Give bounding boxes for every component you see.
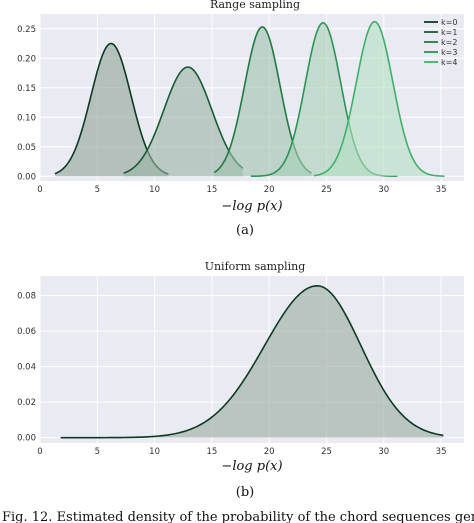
chart-a-xlabel: −log p(x) (221, 199, 282, 214)
chart-1-ytick-label: 0.08 (17, 292, 36, 302)
chart-a-series (54, 20, 445, 178)
chart-0-xtick-label: 35 (436, 185, 447, 195)
legend-label-k3: k=3 (441, 48, 457, 57)
chart-1-ytick-label: 0.00 (17, 434, 36, 444)
chart-0-xtick-label: 30 (378, 185, 389, 195)
chart-1-ytick-label: 0.06 (17, 327, 36, 337)
chart-1-xtick-label: 30 (378, 447, 389, 457)
caption-b: (b) (236, 485, 254, 500)
chart-b-title: Uniform sampling (205, 260, 306, 273)
chart-1-xtick-label: 25 (321, 447, 332, 457)
chart-1-series-0-area (60, 285, 444, 438)
chart-b-ticks: 0 5 10 15 20 25 30 35 0.00 0.02 0.04 0.06 0.08 (17, 292, 446, 457)
chart-1-xtick-label: 15 (206, 447, 217, 457)
chart-0-ytick-label: 0.10 (17, 113, 36, 123)
chart-1-ytick-label: 0.04 (17, 363, 36, 373)
chart-0-xtick-label: 15 (206, 185, 217, 195)
chart-0-series-1-line (123, 66, 244, 174)
chart-1-xtick-label: 5 (95, 447, 100, 457)
chart-0-xtick-label: 25 (321, 185, 332, 195)
chart-0-xtick-label: 10 (149, 185, 160, 195)
legend-label-k1: k=1 (441, 28, 457, 37)
caption-a: (a) (236, 223, 254, 238)
chart-b-series (60, 284, 444, 439)
chart-0-ytick-label: 0.05 (17, 143, 36, 153)
chart-0-xtick-label: 5 (95, 185, 100, 195)
chart-0-series-3-area (250, 22, 398, 177)
chart-0-ytick-label: 0.15 (17, 84, 36, 94)
chart-0-xtick-label: 20 (264, 185, 275, 195)
chart-0-xtick-label: 0 (37, 185, 42, 195)
chart-b-xlabel: −log p(x) (221, 459, 282, 474)
chart-1-xtick-label: 0 (37, 447, 42, 457)
chart-a-ticks: 0 5 10 15 20 25 30 35 0.00 0.05 0.10 0.15 0.20 0.25 (17, 25, 446, 195)
chart-0-series-2-area (214, 26, 312, 177)
chart-0-series-4-line (313, 20, 445, 177)
chart-0-ytick-label: 0.25 (17, 25, 36, 35)
chart-1-series-0-line (60, 284, 444, 439)
chart-b: Uniform sampling 0 5 10 15 20 25 30 350.000.020… (17, 260, 464, 500)
chart-1-ytick-label: 0.02 (17, 398, 36, 408)
chart-a-legend: k=0k=1k=2k=3k=4 (424, 18, 457, 67)
chart-a: Range sampling 0 5 10 15 20 25 30 35 0.00 0.05 0.1… (17, 0, 464, 238)
chart-1-xtick-label: 20 (264, 447, 275, 457)
chart-0-series-1-area (123, 67, 243, 177)
chart-0-series-0-area (54, 43, 169, 177)
legend-label-k0: k=0 (441, 18, 457, 27)
chart-0-ytick-label: 0.20 (17, 54, 36, 64)
chart-a-title: Range sampling (210, 0, 300, 11)
chart-0-series-4-area (313, 21, 445, 177)
chart-0-ytick-label: 0.00 (17, 172, 36, 182)
chart-1-xtick-label: 35 (436, 447, 447, 457)
chart-1-xtick-label: 10 (149, 447, 160, 457)
legend-label-k4: k=4 (441, 58, 457, 67)
figure-caption-text: Fig. 12. Estimated density of the probab… (2, 510, 474, 523)
legend-label-k2: k=2 (441, 38, 457, 47)
